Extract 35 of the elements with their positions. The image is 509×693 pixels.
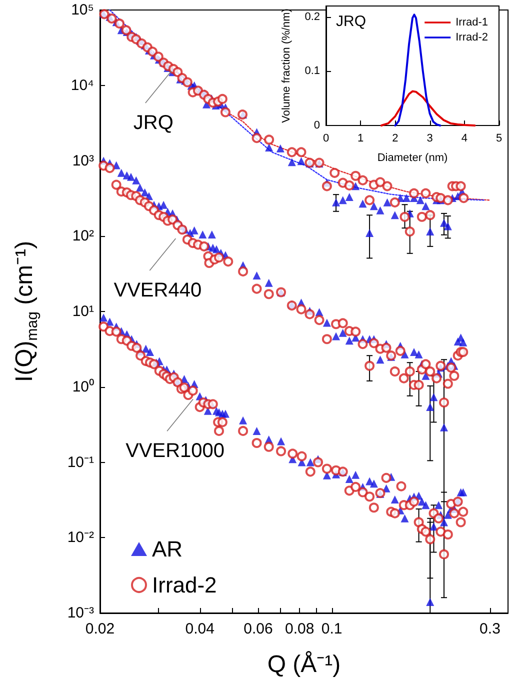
x-axis-title: Diameter (nm) [377, 152, 448, 164]
x-tick-label: 2 [392, 132, 398, 145]
y-tick-label: 10³ [72, 152, 94, 170]
x-tick-label: 0.02 [85, 620, 115, 638]
y-tick-label: 10⁰ [72, 378, 94, 396]
legend-label: Irrad-1 [456, 16, 488, 28]
x-tick-label: 0.04 [185, 620, 214, 638]
y-tick-label: 10⁻¹ [67, 454, 94, 471]
y-tick-label: 10⁴ [70, 76, 94, 94]
x-tick-label: 0.1 [321, 620, 342, 638]
annotation: JRQ [133, 112, 174, 134]
y-tick-label: 10⁵ [71, 2, 94, 18]
y-tick-label: 10¹ [72, 303, 94, 320]
legend-label: AR [152, 536, 183, 562]
annotation: VVER440 [114, 279, 202, 302]
y-axis-title: I(Q)mag (cm⁻¹) [10, 240, 41, 382]
x-tick-label: 1 [358, 132, 364, 145]
x-axis-title: Q (Å⁻¹) [267, 651, 341, 678]
y-tick-label: 10⁻³ [67, 604, 94, 622]
x-tick-label: 3 [426, 132, 433, 145]
annotation: VVER1000 [126, 440, 225, 462]
y-tick-label: 10² [72, 228, 94, 245]
y-tick-label: 10⁻² [67, 529, 94, 546]
y-tick-label: 0.2 [304, 10, 320, 23]
x-tick-label: 0 [322, 132, 330, 145]
x-tick-label: 0.08 [285, 620, 314, 638]
x-tick-label: 5 [496, 132, 502, 145]
y-tick-label: 0 [314, 120, 320, 132]
x-tick-label: 0.3 [480, 620, 500, 638]
x-tick-label: 0.06 [244, 620, 273, 638]
x-tick-label: 4 [461, 132, 468, 145]
y-tick-label: 0.1 [304, 65, 320, 78]
annotation: JRQ [336, 13, 366, 30]
legend-label: Irrad-2 [152, 572, 217, 598]
legend-label: Irrad-2 [456, 32, 488, 44]
